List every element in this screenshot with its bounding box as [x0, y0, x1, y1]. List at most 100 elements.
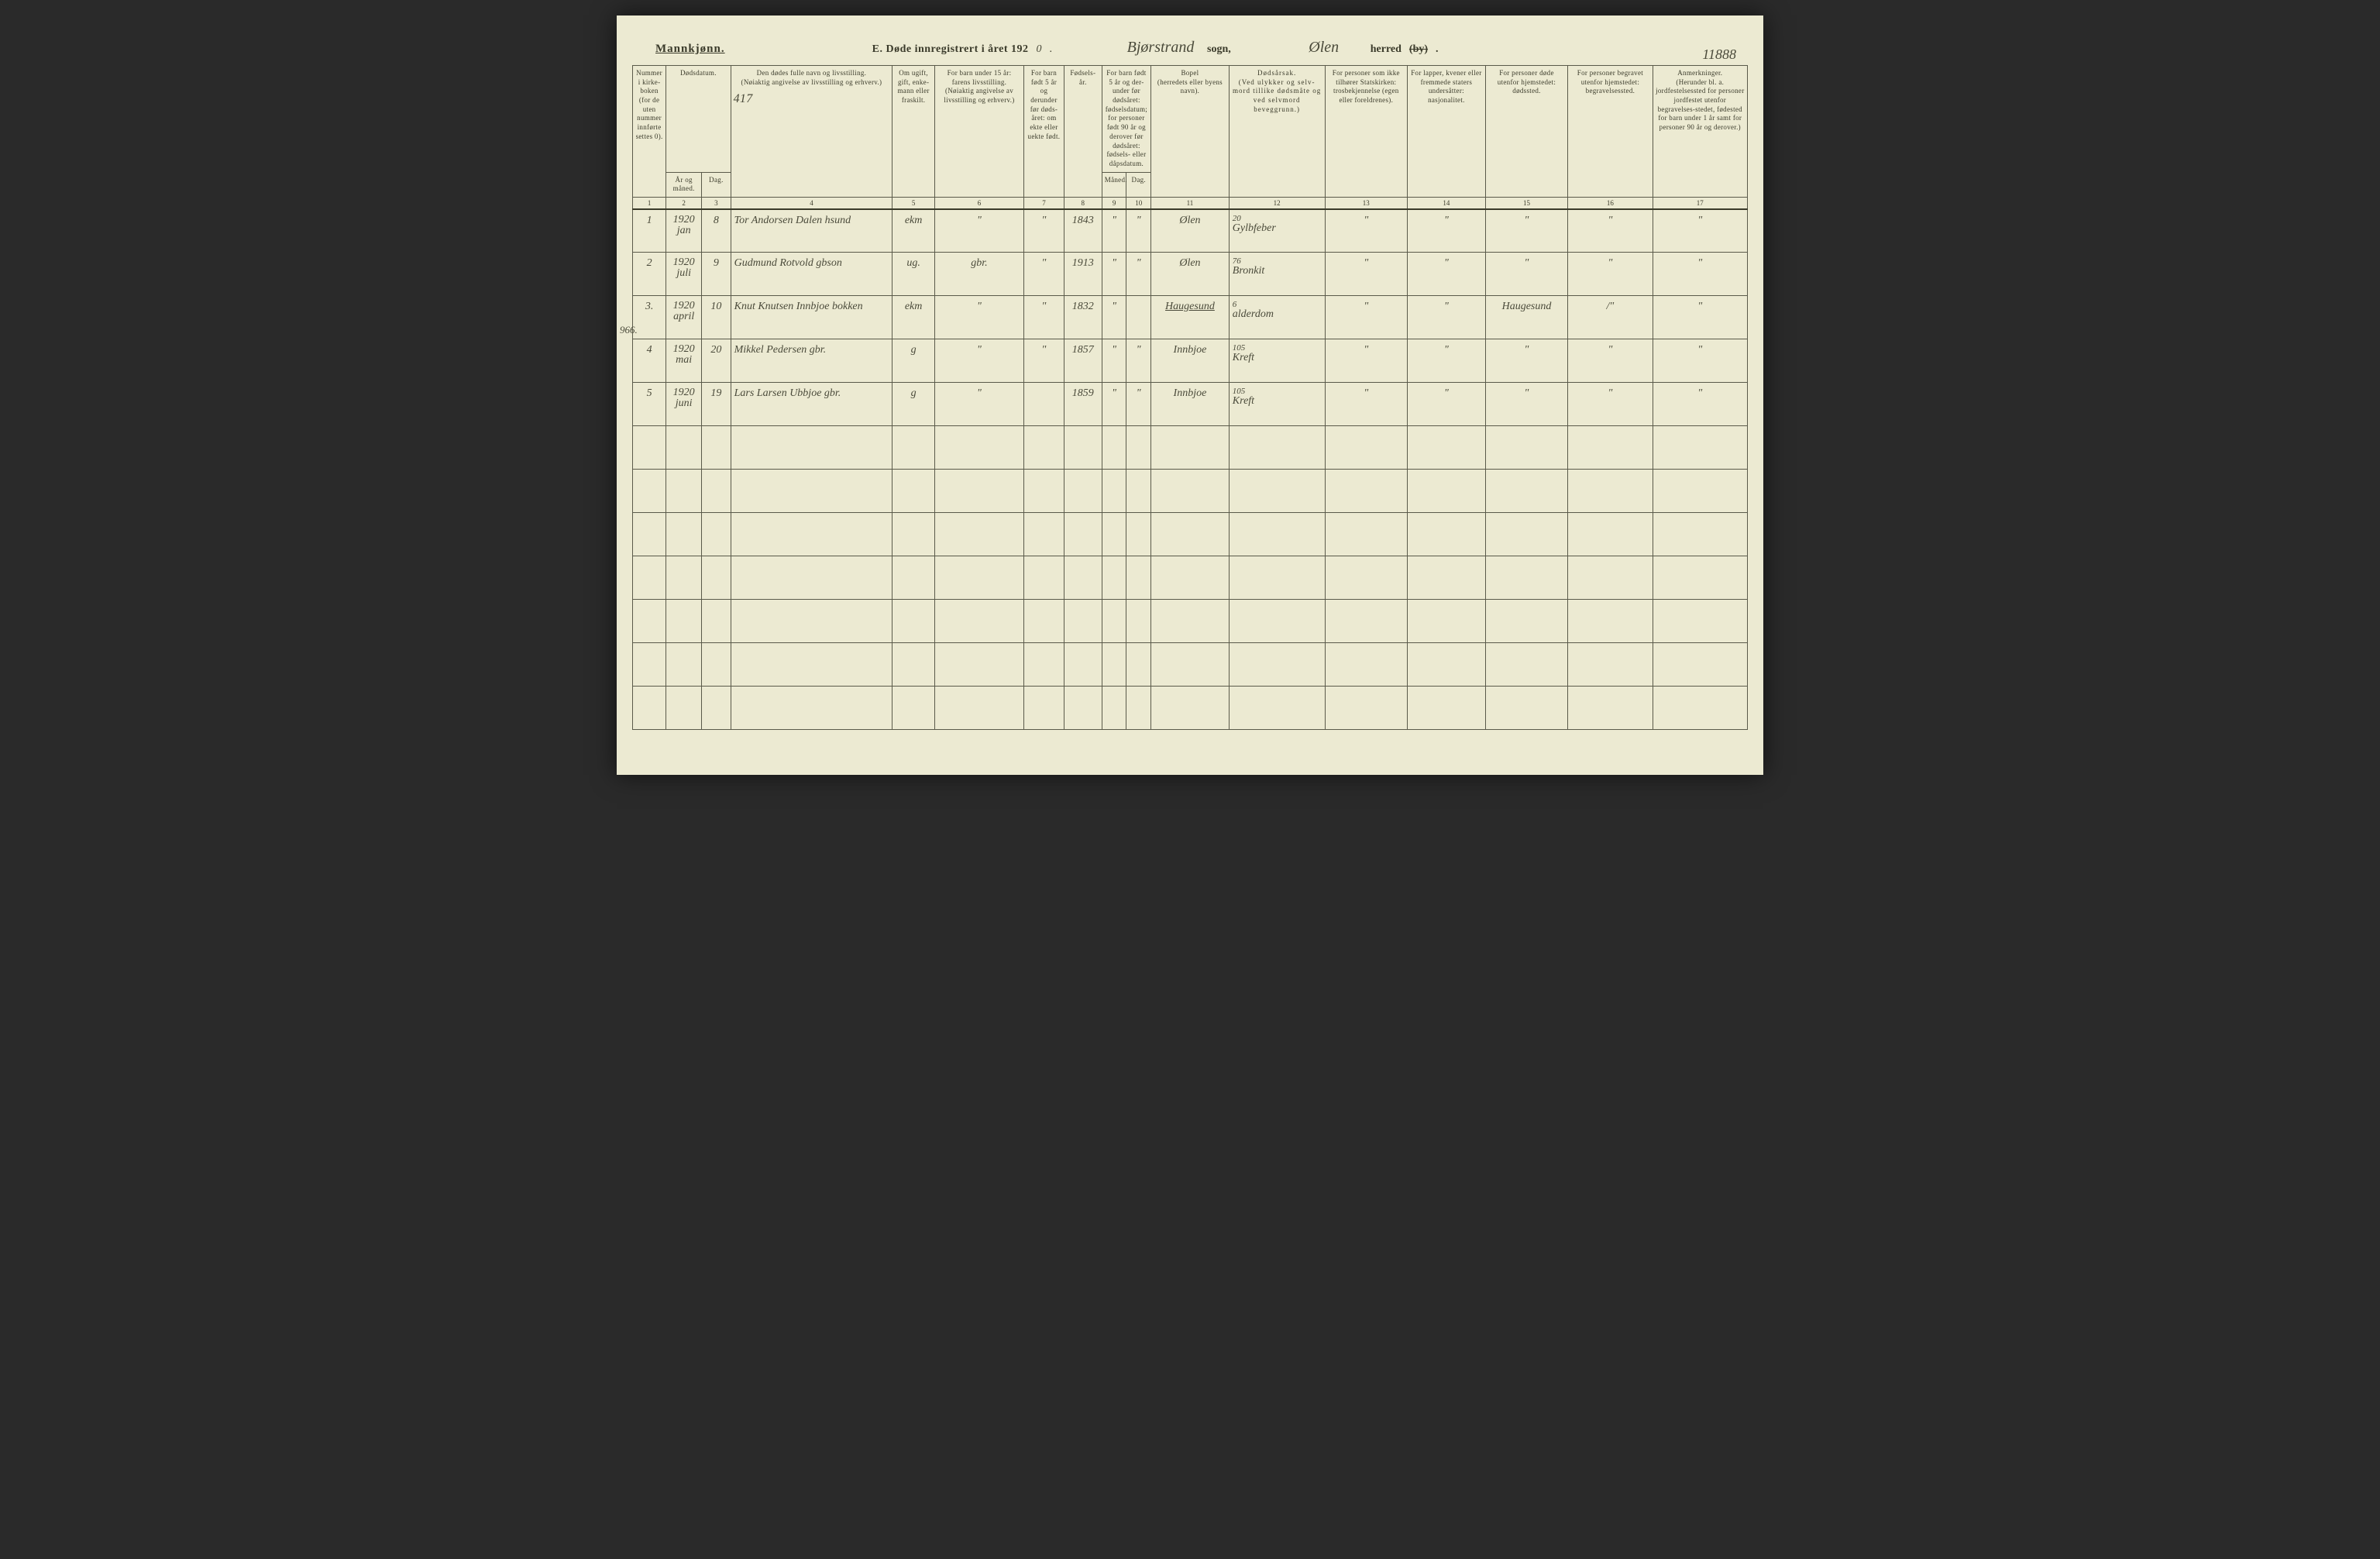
- cell: [1126, 296, 1151, 339]
- cell-blank: [1325, 600, 1407, 643]
- cell: ": [1325, 339, 1407, 383]
- cell: gbr.: [934, 253, 1023, 296]
- cell: 1920juni: [666, 383, 702, 426]
- cell-blank: [1024, 687, 1064, 730]
- cell-blank: [934, 687, 1023, 730]
- cell: ekm: [892, 296, 935, 339]
- cell-blank: [1102, 600, 1126, 643]
- col-number: 5: [892, 197, 935, 209]
- cell-blank: [633, 556, 666, 600]
- cell-blank: [1064, 513, 1102, 556]
- cell-blank: [1126, 600, 1151, 643]
- cell-blank: [1126, 556, 1151, 600]
- col-number: 1: [633, 197, 666, 209]
- cell-blank: [934, 426, 1023, 470]
- col-h9: Bopel (herredets eller byens navn).: [1151, 66, 1230, 198]
- cell-blank: [702, 600, 731, 643]
- col-h10: Dødsårsak. (Ved ulykker og selv-mord til…: [1229, 66, 1325, 198]
- cell: ": [1485, 339, 1567, 383]
- cell: ": [934, 296, 1023, 339]
- cell-blank: [892, 687, 935, 730]
- col-number: 8: [1064, 197, 1102, 209]
- cell-blank: [633, 687, 666, 730]
- ledger-page: 11888 966. Mannkjønn. E. Døde innregistr…: [617, 15, 1763, 775]
- cell-blank: [892, 556, 935, 600]
- cell-blank: [702, 687, 731, 730]
- cell-blank: [1485, 687, 1567, 730]
- cell: 1832: [1064, 296, 1102, 339]
- cell: /": [1568, 296, 1653, 339]
- cell: Gudmund Rotvold gbson: [731, 253, 892, 296]
- parish-label: sogn,: [1207, 43, 1231, 56]
- title-prefix: E. Døde innregistrert i året 192: [872, 43, 1029, 56]
- cell-blank: [1151, 426, 1230, 470]
- cell-blank: [1485, 426, 1567, 470]
- col-h2a: År og måned.: [666, 172, 702, 197]
- cell: ": [1568, 209, 1653, 253]
- col-h8b: Dag.: [1126, 172, 1151, 197]
- cell-blank: [1024, 426, 1064, 470]
- cell-blank: [1229, 513, 1325, 556]
- cell-blank: [633, 426, 666, 470]
- cell-blank: [1653, 556, 1747, 600]
- cell-blank: [666, 643, 702, 687]
- col-number: 13: [1325, 197, 1407, 209]
- cell: 1913: [1064, 253, 1102, 296]
- col-h11: For personer som ikke tilhører Statskirk…: [1325, 66, 1407, 198]
- cell: ": [1408, 339, 1486, 383]
- cell: 1920jan: [666, 209, 702, 253]
- cell-blank: [1485, 470, 1567, 513]
- cell: ": [934, 339, 1023, 383]
- cell: ": [1653, 209, 1747, 253]
- cell: ": [1408, 296, 1486, 339]
- table-body: 11920jan8Tor Andorsen Dalen hsundekm""18…: [633, 209, 1748, 730]
- struck-by: (by): [1409, 43, 1428, 56]
- table-row-blank: [633, 687, 1748, 730]
- cell: ": [1408, 253, 1486, 296]
- col-number: 10: [1126, 197, 1151, 209]
- cell: 3.: [633, 296, 666, 339]
- cell-blank: [1653, 426, 1747, 470]
- col-h7: Fødsels-år.: [1064, 66, 1102, 198]
- cell-blank: [1485, 600, 1567, 643]
- cell: 1920april: [666, 296, 702, 339]
- cell: ": [1024, 209, 1064, 253]
- cell-blank: [892, 600, 935, 643]
- cell-blank: [1653, 643, 1747, 687]
- cell: ": [1126, 209, 1151, 253]
- cell-blank: [1229, 643, 1325, 687]
- cell-blank: [702, 556, 731, 600]
- cell-blank: [666, 556, 702, 600]
- cell-blank: [1653, 687, 1747, 730]
- cell-blank: [1102, 513, 1126, 556]
- cell-blank: [1408, 643, 1486, 687]
- cell-blank: [1151, 600, 1230, 643]
- cell-blank: [934, 643, 1023, 687]
- table-row-blank: [633, 470, 1748, 513]
- cell: ": [1325, 383, 1407, 426]
- cell: 1920juli: [666, 253, 702, 296]
- cell: ": [1325, 209, 1407, 253]
- cell: Ølen: [1151, 253, 1230, 296]
- table-row: 41920mai20Mikkel Pedersen gbr.g""1857""I…: [633, 339, 1748, 383]
- cell: ": [1126, 383, 1151, 426]
- table-row-blank: [633, 556, 1748, 600]
- col-number: 3: [702, 197, 731, 209]
- cell-blank: [666, 513, 702, 556]
- cell-blank: [1024, 470, 1064, 513]
- cell-blank: [1126, 426, 1151, 470]
- cell: ": [1568, 339, 1653, 383]
- cell-blank: [1064, 556, 1102, 600]
- cell-blank: [1325, 426, 1407, 470]
- cell-blank: [1229, 426, 1325, 470]
- col-number: 15: [1485, 197, 1567, 209]
- cell: ": [1485, 253, 1567, 296]
- cell-blank: [1653, 470, 1747, 513]
- cell: ": [1325, 296, 1407, 339]
- cell: ug.: [892, 253, 935, 296]
- cell: 1843: [1064, 209, 1102, 253]
- table-row-blank: [633, 600, 1748, 643]
- cell-blank: [1408, 687, 1486, 730]
- cell-blank: [666, 600, 702, 643]
- table-row: 51920juni19Lars Larsen Ubbjoe gbr.g"1859…: [633, 383, 1748, 426]
